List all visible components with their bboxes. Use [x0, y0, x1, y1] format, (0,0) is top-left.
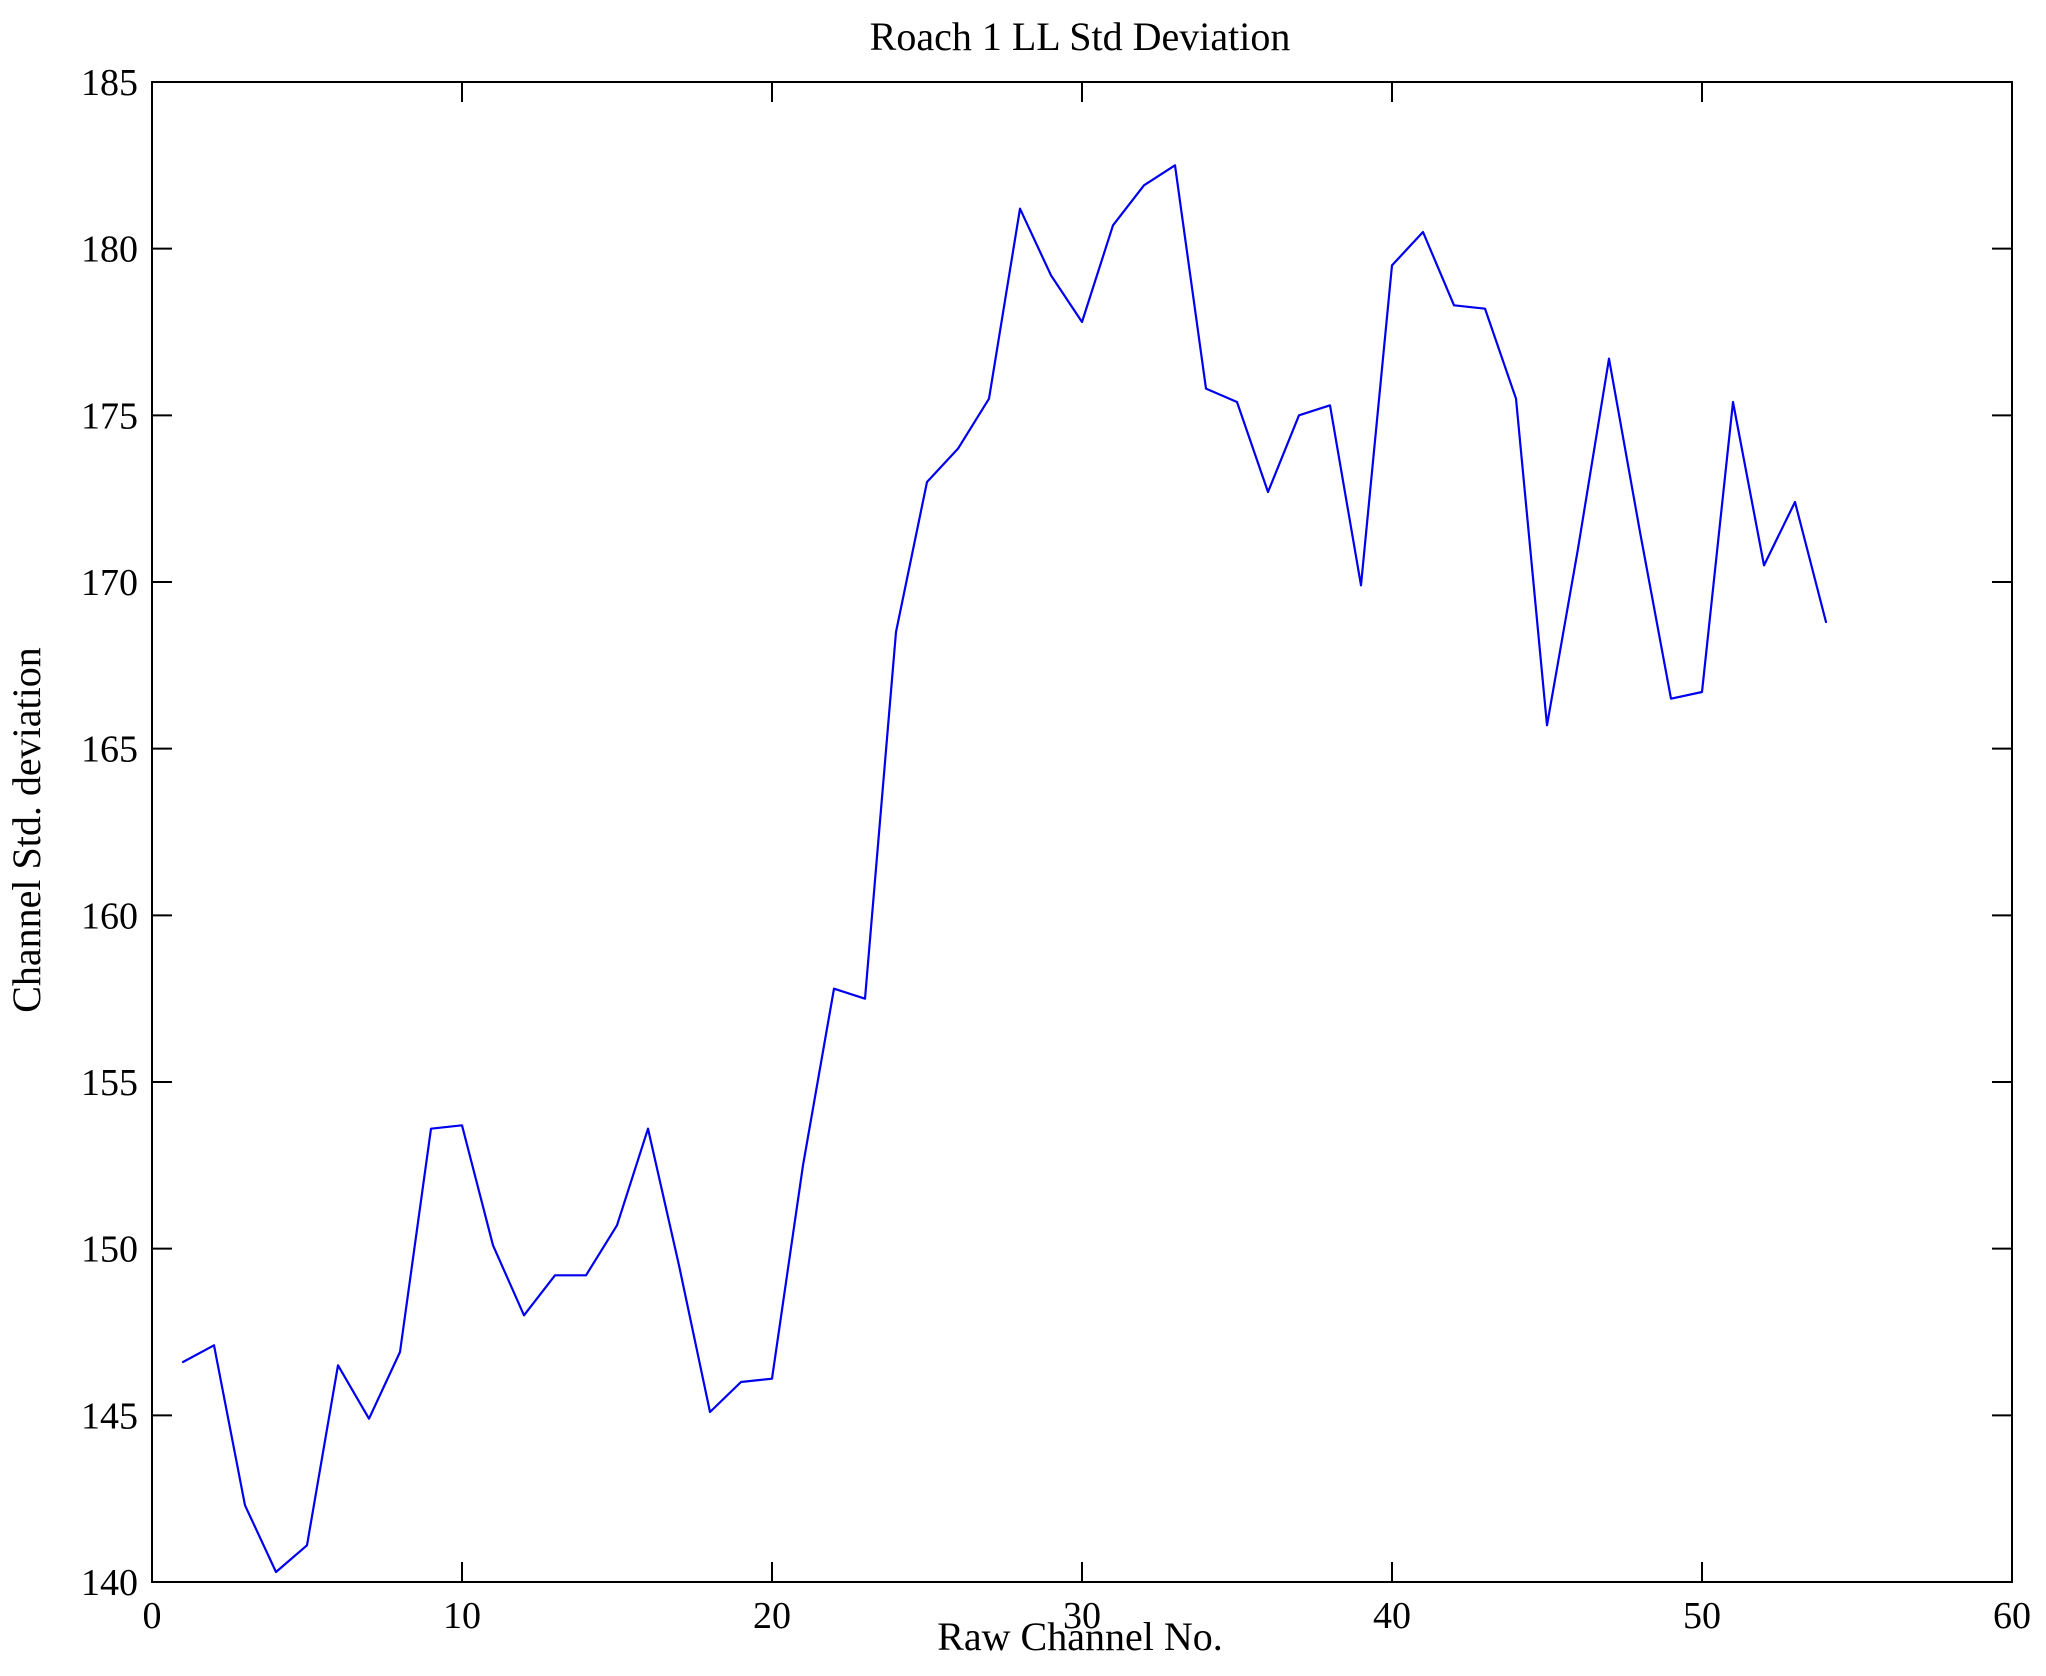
x-tick-label: 0: [143, 1595, 162, 1637]
y-tick-label: 150: [81, 1229, 138, 1271]
data-line: [181, 164, 1828, 1574]
y-tick-label: 140: [81, 1562, 138, 1604]
chart-title: Roach 1 LL Std Deviation: [870, 14, 1291, 59]
x-tick-label: 30: [1063, 1595, 1101, 1637]
y-tick-label: 170: [81, 562, 138, 604]
x-tick-label: 60: [1993, 1595, 2031, 1637]
x-tick-label: 50: [1683, 1595, 1721, 1637]
y-tick-label: 145: [81, 1395, 138, 1437]
x-tick-label: 20: [753, 1595, 791, 1637]
axis-ticks: [151, 81, 2013, 1583]
axis-tick-labels: 0 10 20 30 40 50 60 140 145 150 155 160 165 170 175 180…: [81, 62, 2031, 1637]
y-tick-label: 185: [81, 62, 138, 104]
y-tick-label: 165: [81, 729, 138, 771]
y-axis-label: Channel Std. deviation: [4, 647, 49, 1013]
y-tick-label: 175: [81, 395, 138, 437]
data-series: [181, 164, 1828, 1574]
y-tick-label: 155: [81, 1062, 138, 1104]
y-tick-label: 180: [81, 229, 138, 271]
x-tick-label: 10: [443, 1595, 481, 1637]
y-tick-label: 160: [81, 895, 138, 937]
x-axis-label: Raw Channel No.: [937, 1614, 1223, 1659]
x-tick-label: 40: [1373, 1595, 1411, 1637]
plot-box: [151, 81, 2013, 1583]
